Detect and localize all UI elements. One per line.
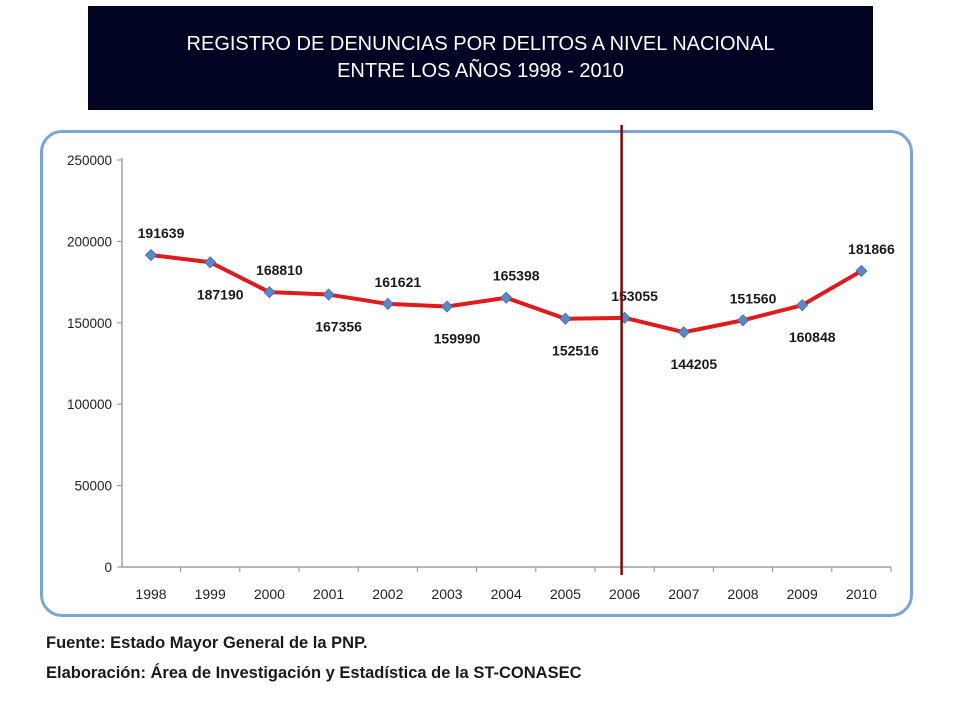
x-axis-labels: 1998 1999 2000 2001 2002 2003 2004 2005 2006 2007… <box>135 567 892 602</box>
data-label: 159990 <box>434 331 481 347</box>
data-point-marker <box>855 264 868 277</box>
chart-title-line-1: REGISTRO DE DENUNCIAS POR DELITOS A NIVE… <box>186 33 775 55</box>
data-label: 151560 <box>730 290 777 306</box>
chart-frame <box>40 130 913 617</box>
data-label: 153055 <box>611 288 658 304</box>
data-point-marker <box>559 312 572 325</box>
x-tick-label: 2000 <box>254 586 285 602</box>
y-tick-label: 250000 <box>67 153 112 168</box>
data-label: 187190 <box>197 286 244 302</box>
x-tick-label: 2001 <box>313 586 344 602</box>
x-tick-label: 1999 <box>195 586 226 602</box>
y-tick-label: 150000 <box>67 316 112 331</box>
title-banner: REGISTRO DE DENUNCIAS POR DELITOS A NIVE… <box>88 6 873 110</box>
data-point-marker <box>796 299 809 312</box>
data-label: 144205 <box>670 356 717 372</box>
y-tick-label: 200000 <box>67 234 112 249</box>
data-point-marker <box>204 256 217 269</box>
data-point-marker <box>263 286 276 299</box>
x-tick-label: 2002 <box>372 586 403 602</box>
data-point-marker <box>677 326 690 339</box>
data-label: 165398 <box>493 268 540 284</box>
y-axis-ticks: 0 50000 100000 150000 200000 250000 <box>67 153 122 575</box>
data-label: 160848 <box>789 329 836 345</box>
x-tick-label: 2010 <box>846 586 877 602</box>
chart-title-line-2: ENTRE LOS AÑOS 1998 - 2010 <box>337 60 624 82</box>
data-point-marker <box>381 297 394 310</box>
data-point-marker <box>736 314 750 327</box>
x-tick-label: 1998 <box>135 586 166 602</box>
series-markers <box>144 248 868 339</box>
x-tick-label: 2004 <box>491 586 522 602</box>
data-label: 191639 <box>138 225 185 241</box>
y-tick-label: 50000 <box>74 479 112 494</box>
y-tick-label: 0 <box>104 560 112 575</box>
x-tick-label: 2009 <box>787 586 818 602</box>
x-tick-label: 2003 <box>431 586 462 602</box>
data-label: 168810 <box>256 262 303 278</box>
data-point-marker <box>144 248 158 262</box>
elaboration-note: Elaboración: Área de Investigación y Est… <box>46 664 582 682</box>
x-tick-label: 2005 <box>550 586 581 602</box>
data-labels: 191639 187190 168810 167356 161621 159990 1653… <box>138 225 895 372</box>
x-tick-label: 2007 <box>668 586 699 602</box>
data-label: 161621 <box>374 274 421 290</box>
x-tick-label: 2006 <box>609 586 640 602</box>
data-point-marker <box>440 300 454 313</box>
data-label: 152516 <box>552 343 599 359</box>
y-tick-label: 100000 <box>67 397 112 412</box>
data-label: 167356 <box>315 319 362 335</box>
data-label: 181866 <box>848 241 895 257</box>
data-point-marker <box>322 288 335 301</box>
data-point-marker <box>500 291 513 304</box>
x-tick-label: 2008 <box>727 586 758 602</box>
source-note: Fuente: Estado Mayor General de la PNP. <box>46 634 368 652</box>
chart-axes <box>121 158 891 568</box>
